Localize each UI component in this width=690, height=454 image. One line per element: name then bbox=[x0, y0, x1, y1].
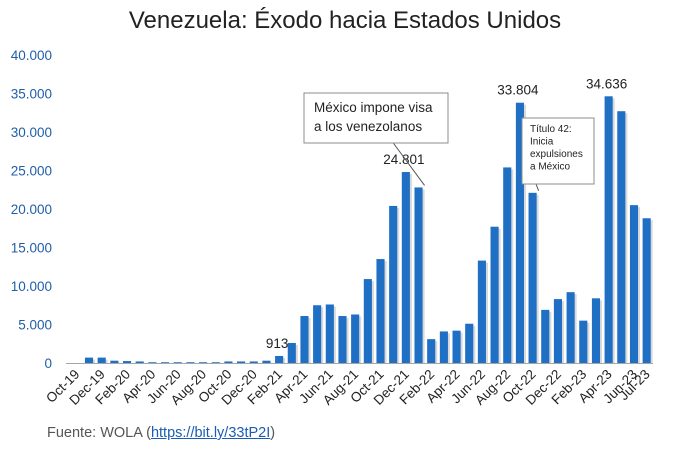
bar bbox=[186, 362, 195, 363]
x-axis: Oct-19Dec-19Feb-20Apr-20Jun-20Aug-20Oct-… bbox=[43, 363, 653, 408]
y-axis: 0 5.000 10.000 15.000 20.000 25.000 30.000 35.0… bbox=[11, 48, 52, 371]
bar bbox=[275, 355, 284, 363]
y-tick-label: 0 bbox=[44, 356, 52, 371]
bar bbox=[477, 260, 486, 363]
bar bbox=[376, 259, 385, 363]
annotation-pointer bbox=[392, 142, 425, 186]
y-tick-label: 20.000 bbox=[11, 202, 52, 217]
source-note: Fuente: WOLA (https://bit.ly/33tP2I) bbox=[47, 425, 275, 441]
annotation-box bbox=[303, 92, 449, 144]
annotation-text: Título 42: bbox=[530, 124, 572, 135]
bar bbox=[287, 342, 296, 363]
bar bbox=[617, 111, 626, 364]
annotation-box bbox=[521, 117, 595, 185]
bar bbox=[553, 299, 563, 363]
bar bbox=[237, 361, 246, 363]
bar bbox=[452, 330, 461, 363]
bar bbox=[515, 102, 524, 363]
source-prefix: Fuente: WOLA ( bbox=[47, 425, 151, 441]
y-tick-label: 30.000 bbox=[11, 125, 52, 140]
data-label: 34.636 bbox=[586, 76, 627, 91]
annotation-text: expulsiones bbox=[530, 149, 583, 160]
bar bbox=[262, 360, 271, 363]
bar bbox=[199, 362, 208, 363]
bar bbox=[439, 331, 448, 363]
data-label: 24.801 bbox=[383, 152, 424, 167]
bar bbox=[414, 187, 423, 363]
annotation-text: a México bbox=[530, 162, 570, 173]
bar bbox=[389, 205, 398, 363]
bar bbox=[224, 361, 233, 363]
bar bbox=[122, 361, 132, 363]
annotation-pointer bbox=[535, 183, 540, 192]
bar bbox=[300, 316, 309, 363]
bar bbox=[249, 361, 258, 363]
bar bbox=[148, 362, 157, 363]
chart-title: Venezuela: Éxodo hacia Estados Unidos bbox=[129, 7, 561, 34]
bars bbox=[84, 96, 653, 364]
y-tick-label: 5.000 bbox=[18, 318, 52, 333]
bar bbox=[313, 305, 322, 363]
bar bbox=[363, 279, 372, 363]
bar bbox=[84, 357, 94, 363]
bar bbox=[528, 192, 537, 363]
bar bbox=[642, 218, 651, 363]
bar bbox=[211, 362, 220, 363]
y-tick-label: 25.000 bbox=[11, 164, 52, 179]
annotation-text: a los venezolanos bbox=[314, 119, 422, 134]
bar bbox=[503, 167, 512, 363]
annotation-text: México impone visa bbox=[314, 100, 433, 115]
data-labels: 913 24.801 33.804 34.636 bbox=[266, 76, 627, 351]
y-tick-label: 35.000 bbox=[11, 87, 52, 102]
annotations: México impone visa a los venezolanos Títul… bbox=[303, 92, 595, 192]
data-label: 33.804 bbox=[497, 83, 539, 98]
bar bbox=[427, 339, 436, 363]
source-link[interactable]: https://bit.ly/33tP2I bbox=[150, 425, 271, 441]
bar bbox=[401, 172, 410, 363]
bar bbox=[97, 357, 106, 363]
bar bbox=[629, 205, 639, 363]
bar bbox=[160, 362, 170, 363]
bar bbox=[351, 314, 360, 363]
bar bbox=[173, 362, 182, 363]
bar bbox=[579, 320, 588, 363]
bar bbox=[566, 292, 575, 363]
y-tick-label: 10.000 bbox=[11, 279, 52, 294]
bar bbox=[325, 304, 334, 363]
bar bbox=[541, 309, 550, 363]
y-tick-label: 40.000 bbox=[11, 48, 52, 63]
bar bbox=[135, 361, 144, 363]
bar bbox=[604, 96, 613, 364]
data-label: 913 bbox=[266, 336, 289, 351]
source-suffix: ) bbox=[270, 425, 276, 441]
bar bbox=[110, 360, 119, 363]
bar bbox=[490, 226, 499, 363]
annotation-text: Inicia bbox=[530, 137, 554, 148]
y-tick-label: 15.000 bbox=[11, 241, 52, 256]
bar bbox=[338, 316, 347, 363]
bar bbox=[465, 323, 474, 363]
bar bbox=[591, 298, 601, 363]
